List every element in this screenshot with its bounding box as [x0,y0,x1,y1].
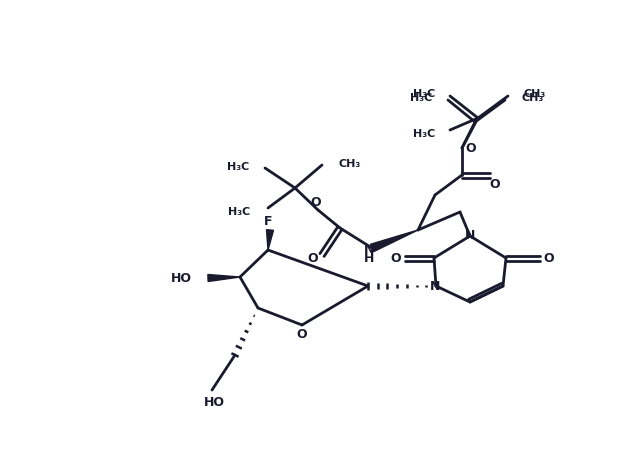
Text: CH₃: CH₃ [523,89,545,99]
Polygon shape [371,230,418,252]
Text: O: O [310,196,321,209]
Text: F: F [264,214,272,227]
Text: H₃C: H₃C [227,162,249,172]
Text: O: O [490,178,500,190]
Text: O: O [390,251,401,265]
Polygon shape [208,274,240,282]
Text: O: O [308,251,318,265]
Text: CH₃: CH₃ [521,93,543,103]
Text: H₃C: H₃C [410,93,432,103]
Text: O: O [544,251,554,265]
Text: H₃C: H₃C [413,129,435,139]
Text: HO: HO [171,272,192,284]
Text: O: O [466,141,476,155]
Text: N: N [364,243,374,256]
Text: HO: HO [204,395,225,408]
Text: O: O [297,329,307,342]
Polygon shape [266,230,273,250]
Text: N: N [430,281,440,293]
Text: CH₃: CH₃ [338,159,360,169]
Text: H₃C: H₃C [228,207,250,217]
Text: N: N [465,228,475,242]
Text: H₃C: H₃C [413,89,435,99]
Text: H: H [364,252,374,266]
